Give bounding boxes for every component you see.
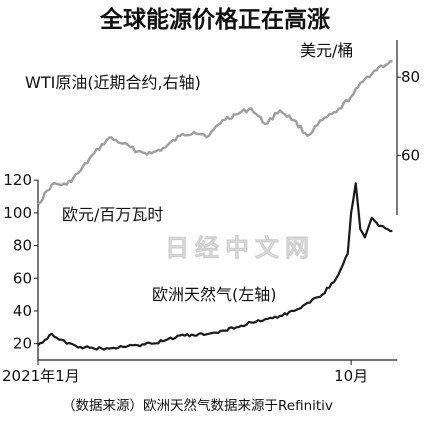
series-label-wti: WTI原油(近期合约,右轴) bbox=[25, 73, 201, 92]
x-tick-label: 2021年1月 bbox=[2, 367, 80, 385]
series-label-gas: 欧洲天然气(左轴) bbox=[152, 285, 277, 304]
x-tick-label: 10月 bbox=[334, 367, 368, 385]
left-tick-label: 20 bbox=[13, 335, 32, 353]
right-tick-label: 60 bbox=[401, 146, 420, 164]
watermark: 日经中文网 bbox=[165, 234, 315, 262]
right-tick-label: 80 bbox=[401, 68, 420, 86]
left-axis: 20 40 60 80 100 120 bbox=[3, 171, 38, 353]
chart-title: 全球能源价格正在高涨 bbox=[99, 6, 330, 33]
series-lines bbox=[37, 60, 393, 351]
left-tick-label: 80 bbox=[13, 237, 32, 255]
left-tick-label: 120 bbox=[3, 171, 32, 189]
left-tick-label: 40 bbox=[13, 302, 32, 320]
left-axis-unit: 欧元/百万瓦时 bbox=[62, 205, 163, 224]
series-line-wti bbox=[37, 60, 393, 206]
right-axis-unit: 美元/桶 bbox=[300, 41, 353, 60]
left-tick-label: 60 bbox=[13, 269, 32, 287]
source-note: （数据来源）欧洲天然气数据来源于Refinitiv bbox=[62, 397, 333, 414]
plot-frame bbox=[37, 40, 398, 361]
right-axis: 60 80 bbox=[397, 68, 420, 164]
series-line-gas bbox=[37, 182, 393, 351]
x-axis: 2021年1月 10月 bbox=[2, 360, 368, 385]
left-tick-label: 100 bbox=[3, 204, 32, 222]
